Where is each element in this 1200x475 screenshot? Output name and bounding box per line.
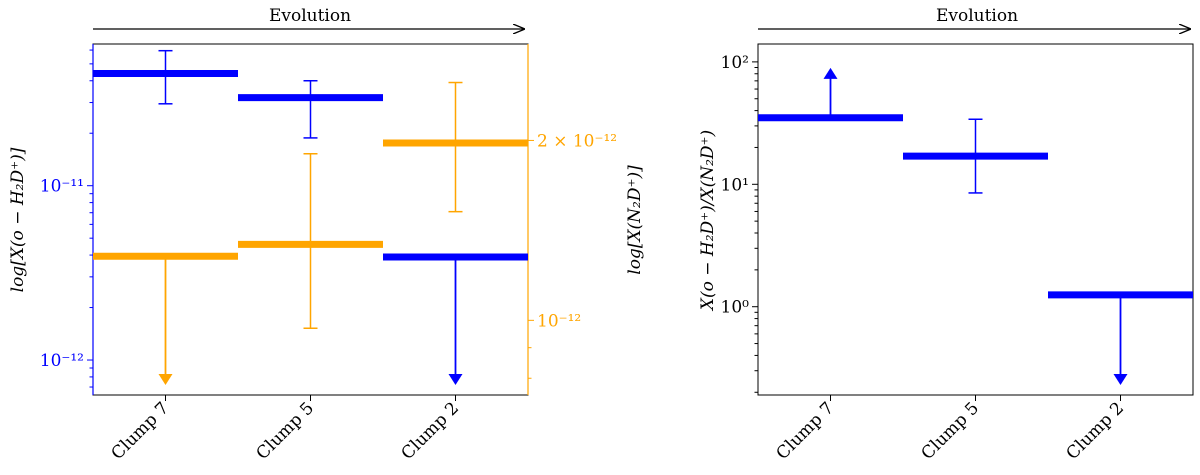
right-y-ticks: 10⁻¹² 2 × 10⁻¹² — [528, 131, 617, 379]
ratio-lower-limit-arrow-clump-7 — [823, 67, 838, 79]
y-tick-label-left: 10¹ — [721, 175, 749, 195]
x-tick-label-clump-2: Clump 2 — [398, 398, 463, 463]
x-tick-label-clump-2: Clump 2 — [1063, 398, 1128, 463]
left-y-ticks: 10⁻¹² 10⁻¹¹ — [40, 49, 93, 388]
y-tick-label-left: 10² — [721, 53, 749, 73]
n2dp-upper-limit-arrow-clump-7 — [158, 374, 173, 385]
ratio-upper-limit-arrow-clump-2 — [1113, 374, 1128, 385]
y-tick-label-right: 10⁻¹² — [537, 311, 581, 331]
x-tick-label-clump-7: Clump 7 — [108, 398, 173, 463]
left-chart: Evolution log[X(o − H₂D⁺)] log[X(N₂D⁺)] … — [8, 6, 645, 464]
oh2dp-upper-limit-arrow-clump-2 — [448, 374, 463, 385]
y-tick-label-right: 2 × 10⁻¹² — [537, 131, 617, 151]
right-plot-frame — [757, 43, 1194, 396]
ratio-y-axis-label: X(o − H₂D⁺)/X(N₂D⁺) — [698, 130, 718, 312]
evolution-label-2: Evolution — [936, 6, 1018, 26]
y-tick-label-left: 10⁻¹² — [40, 351, 84, 371]
left-chart-marks — [93, 49, 528, 385]
right-y-axis-label: log[X(N₂D⁺)] — [625, 165, 645, 275]
x-tick-label-clump-5: Clump 5 — [918, 398, 983, 463]
ratio-y-ticks: 10⁰ 10¹ 10² — [721, 53, 758, 393]
right-x-ticks: Clump 7 Clump 5 Clump 2 — [773, 395, 1128, 464]
left-x-ticks: Clump 7 Clump 5 Clump 2 — [108, 395, 463, 464]
right-chart-marks — [758, 67, 1193, 385]
left-y-axis-label: log[X(o − H₂D⁺)] — [8, 147, 28, 292]
evolution-label: Evolution — [269, 6, 351, 26]
x-tick-label-clump-5: Clump 5 — [253, 398, 318, 463]
y-tick-label-left: 10⁻¹¹ — [40, 177, 84, 197]
y-tick-label-left: 10⁰ — [721, 298, 750, 318]
x-tick-label-clump-7: Clump 7 — [773, 398, 838, 463]
right-chart: Evolution X(o − H₂D⁺)/X(N₂D⁺) 10⁰10¹10² … — [698, 6, 1194, 464]
